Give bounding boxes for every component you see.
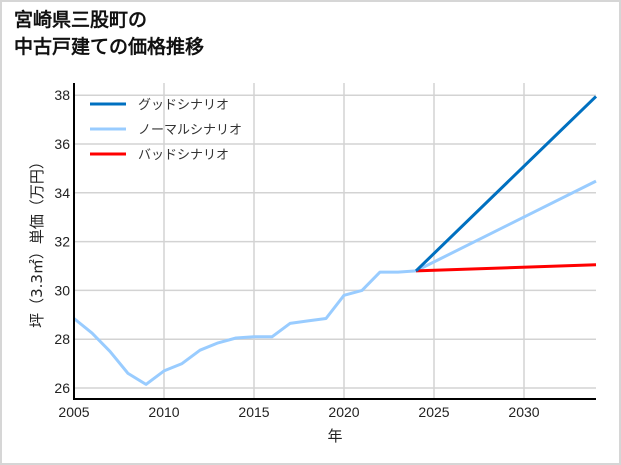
y-tick-label: 26 [54,380,70,396]
y-tick-label: 36 [54,136,70,152]
x-tick-label: 2010 [148,404,179,420]
normal-scenario-line [415,179,597,273]
chart-title-line-2: 中古戸建ての価格推移 [14,36,205,58]
legend-label: バッドシナリオ [138,148,229,163]
y-tick-label: 34 [54,185,70,201]
legend-label: グッドシナリオ [138,98,229,113]
y-axis-label: 坪（3.3㎡）単価（万円） [28,154,46,328]
x-tick-label: 2020 [328,404,359,420]
y-tick-label: 28 [54,331,70,347]
x-tick-label: 2005 [58,404,89,420]
legend-label: ノーマルシナリオ [138,123,242,138]
bad-scenario-line [415,263,597,273]
y-tick-label: 30 [54,282,70,298]
y-tick-label: 32 [54,234,70,250]
data-lines [73,95,598,386]
chart-title: 宮崎県三股町の 中古戸建ての価格推移 [14,7,204,61]
x-axis-ticks: 2005 2010 2015 2020 2025 2030 [58,404,539,420]
grid-lines [73,83,596,399]
x-axis-label: 年 [327,427,342,445]
history-line [73,269,417,386]
x-tick-label: 2025 [418,404,449,420]
x-tick-label: 2030 [508,404,539,420]
good-scenario-line [414,95,598,272]
y-tick-label: 38 [54,87,70,103]
axis-spines [73,83,596,400]
y-axis-ticks: 26 28 30 32 34 36 38 [54,87,70,396]
x-tick-label: 2015 [238,404,269,420]
chart-title-line-1: 宮崎県三股町の [14,9,148,31]
